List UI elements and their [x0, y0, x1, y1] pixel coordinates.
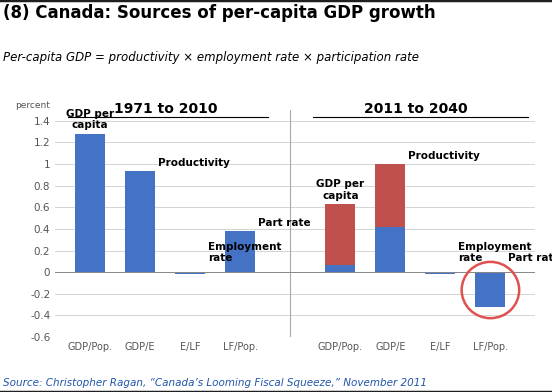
Bar — [325, 204, 355, 265]
Text: Source: Christopher Ragan, “Canada’s Looming Fiscal Squeeze,” November 2011: Source: Christopher Ragan, “Canada’s Loo… — [3, 378, 427, 388]
Bar — [225, 231, 255, 272]
Text: (8) Canada: Sources of per-capita GDP growth: (8) Canada: Sources of per-capita GDP gr… — [3, 4, 436, 22]
Text: GDP per
capita: GDP per capita — [66, 109, 114, 130]
Bar — [176, 272, 205, 274]
Bar — [475, 272, 506, 307]
Text: Productivity: Productivity — [408, 151, 480, 161]
Text: Employment
rate: Employment rate — [208, 242, 282, 263]
Bar — [426, 272, 455, 274]
Bar — [125, 171, 155, 272]
Bar — [375, 164, 405, 227]
Text: Productivity: Productivity — [158, 158, 230, 168]
Text: percent: percent — [15, 101, 50, 110]
Text: Employment
rate: Employment rate — [458, 242, 532, 263]
Bar — [75, 134, 105, 272]
Bar — [325, 265, 355, 272]
Bar — [375, 227, 405, 272]
Text: GDP per
capita: GDP per capita — [316, 179, 364, 201]
Text: Part rate: Part rate — [508, 254, 552, 263]
Text: Part rate: Part rate — [258, 218, 310, 228]
Text: Per-capita GDP = productivity × employment rate × participation rate: Per-capita GDP = productivity × employme… — [3, 51, 419, 64]
Text: 1971 to 2010: 1971 to 2010 — [114, 102, 217, 116]
Text: 2011 to 2040: 2011 to 2040 — [364, 102, 467, 116]
